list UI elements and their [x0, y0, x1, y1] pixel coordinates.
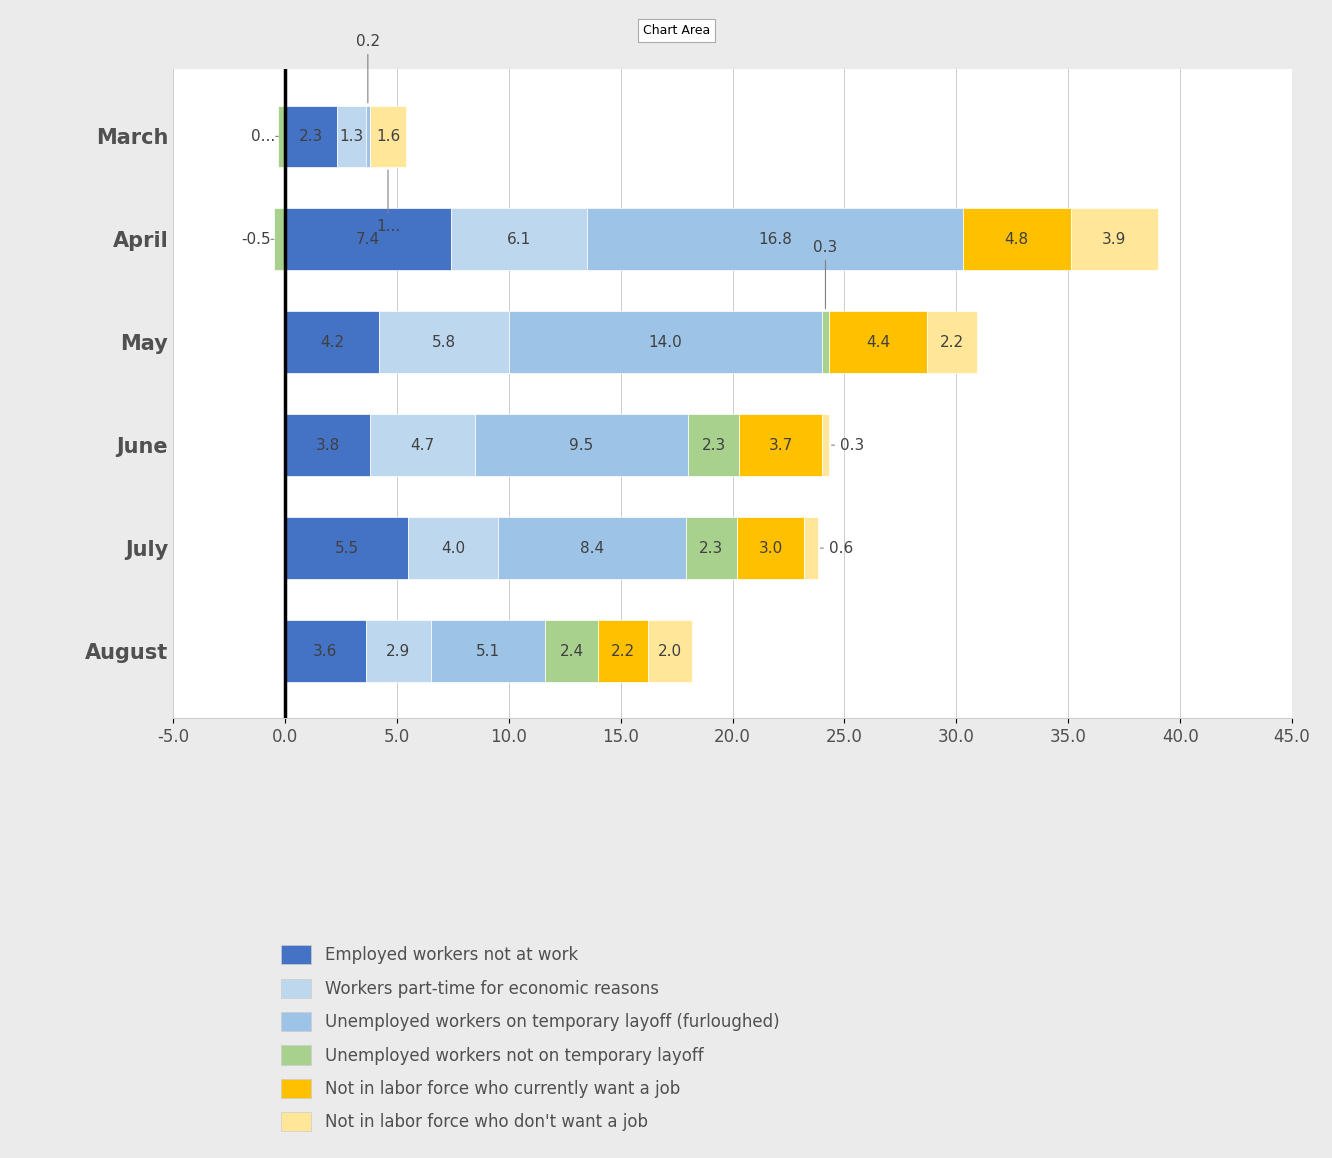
Text: 2.2: 2.2: [940, 335, 964, 350]
Text: 16.8: 16.8: [758, 232, 793, 247]
Bar: [285, 208, 450, 270]
Bar: [370, 105, 406, 167]
Bar: [687, 415, 739, 476]
Bar: [370, 415, 476, 476]
Text: 4.8: 4.8: [1004, 232, 1028, 247]
Text: 4.4: 4.4: [866, 335, 890, 350]
Bar: [380, 312, 509, 373]
Text: 5.8: 5.8: [432, 335, 456, 350]
Text: 2.4: 2.4: [559, 644, 583, 659]
Text: 7.4: 7.4: [356, 232, 380, 247]
Text: Chart Area: Chart Area: [643, 24, 710, 37]
Text: 1...: 1...: [376, 170, 400, 234]
Bar: [285, 415, 370, 476]
Bar: [274, 208, 285, 270]
Text: 5.5: 5.5: [334, 541, 358, 556]
Text: 3.0: 3.0: [758, 541, 783, 556]
Bar: [739, 415, 822, 476]
Bar: [509, 312, 822, 373]
Text: 4.0: 4.0: [441, 541, 465, 556]
Bar: [498, 518, 686, 579]
Text: 2.2: 2.2: [611, 644, 635, 659]
Text: 0.3: 0.3: [814, 240, 838, 308]
Bar: [598, 621, 647, 682]
Bar: [285, 105, 337, 167]
Bar: [285, 312, 380, 373]
Bar: [450, 208, 587, 270]
Text: 8.4: 8.4: [579, 541, 603, 556]
Text: 1.3: 1.3: [338, 129, 364, 144]
Text: 14.0: 14.0: [649, 335, 682, 350]
Text: 2.9: 2.9: [386, 644, 410, 659]
Bar: [686, 518, 737, 579]
Text: 0.2: 0.2: [356, 34, 380, 103]
Text: 0...: 0...: [250, 129, 274, 144]
Bar: [587, 208, 963, 270]
Text: 2.0: 2.0: [658, 644, 682, 659]
Bar: [737, 518, 805, 579]
Bar: [476, 415, 687, 476]
Bar: [408, 518, 498, 579]
Text: 5.1: 5.1: [476, 644, 500, 659]
Text: 4.2: 4.2: [320, 335, 344, 350]
Bar: [963, 208, 1071, 270]
Text: 2.3: 2.3: [702, 438, 726, 453]
Bar: [337, 105, 365, 167]
Text: 1.6: 1.6: [376, 129, 400, 144]
Bar: [430, 621, 545, 682]
Text: 6.1: 6.1: [506, 232, 531, 247]
Bar: [1071, 208, 1158, 270]
Bar: [822, 415, 829, 476]
Bar: [545, 621, 598, 682]
Text: 3.9: 3.9: [1102, 232, 1127, 247]
Bar: [822, 312, 829, 373]
Bar: [365, 105, 370, 167]
Text: -0.5: -0.5: [241, 232, 270, 247]
Text: 2.3: 2.3: [699, 541, 723, 556]
Bar: [365, 621, 430, 682]
Text: 4.7: 4.7: [410, 438, 434, 453]
Text: 9.5: 9.5: [569, 438, 594, 453]
Text: 3.8: 3.8: [316, 438, 340, 453]
Bar: [647, 621, 693, 682]
Bar: [927, 312, 976, 373]
Bar: [285, 518, 408, 579]
Text: 2.3: 2.3: [298, 129, 322, 144]
Text: 3.6: 3.6: [313, 644, 337, 659]
Text: 3.7: 3.7: [769, 438, 793, 453]
Bar: [829, 312, 927, 373]
Legend: Employed workers not at work, Workers part-time for economic reasons, Unemployed: Employed workers not at work, Workers pa…: [274, 938, 786, 1138]
Bar: [285, 621, 365, 682]
Text: 0.6: 0.6: [821, 541, 852, 556]
Text: 0.3: 0.3: [831, 438, 864, 453]
Bar: [805, 518, 818, 579]
Bar: [278, 105, 285, 167]
